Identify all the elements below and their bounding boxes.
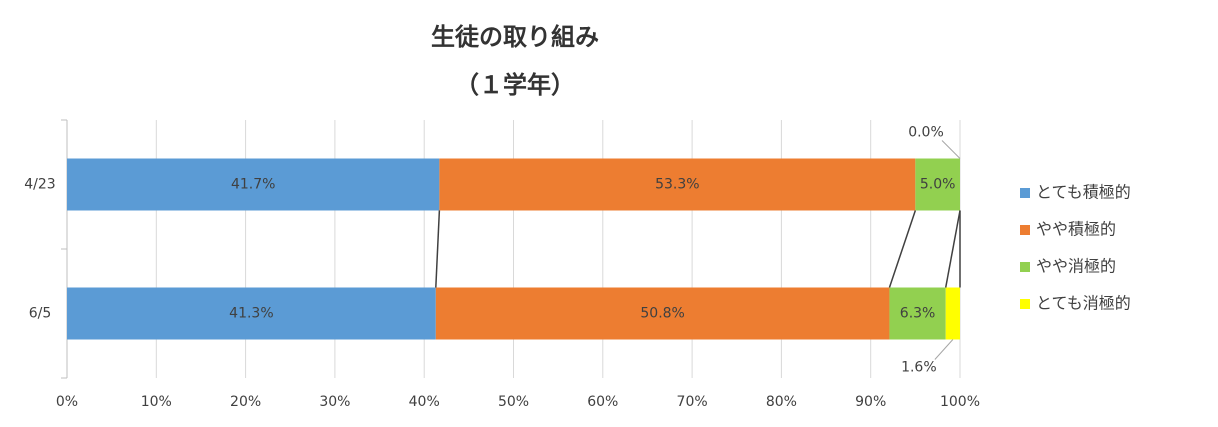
value-label: 0.0% (908, 125, 944, 141)
x-tick-label: 60% (587, 394, 618, 410)
x-tick-label: 30% (319, 394, 350, 410)
bar-segment (435, 287, 890, 340)
x-tick-label: 80% (766, 394, 797, 410)
value-label: 41.7% (231, 177, 275, 193)
bar-segment (889, 287, 946, 340)
series-line (944, 210, 961, 288)
value-label: 53.3% (655, 177, 699, 193)
value-label: 41.3% (229, 306, 273, 322)
series-line (435, 210, 441, 288)
legend-label: とても消極的 (1036, 294, 1131, 313)
legend-swatch (1020, 262, 1030, 272)
x-tick-label: 50% (498, 394, 529, 410)
x-tick-label: 40% (409, 394, 440, 410)
x-tick-label: 70% (677, 394, 708, 410)
legend-label: やや消極的 (1036, 257, 1116, 276)
legend-swatch (1020, 225, 1030, 235)
x-tick-label: 100% (940, 394, 980, 410)
x-tick-label: 90% (855, 394, 886, 410)
y-tick-label: 6/5 (29, 306, 52, 322)
bar-segment (915, 158, 960, 211)
legend-swatch (1020, 299, 1030, 309)
value-label: 5.0% (920, 177, 956, 193)
leader-line (934, 339, 954, 360)
x-tick-label: 10% (141, 394, 172, 410)
value-label: 50.8% (640, 306, 684, 322)
x-tick-label: 0% (56, 394, 78, 410)
y-tick-label: 4/23 (24, 177, 55, 193)
legend-swatch (1020, 188, 1030, 198)
bar-segment (945, 287, 960, 340)
bar-segment (439, 158, 916, 211)
chart-title: 生徒の取り組み (431, 23, 599, 51)
bar-segment (67, 287, 436, 340)
series-line (888, 210, 917, 288)
x-tick-label: 20% (230, 394, 261, 410)
chart-subtitle: （１学年） (455, 71, 575, 99)
leader-line (941, 140, 961, 159)
legend-label: とても積極的 (1036, 183, 1131, 202)
legend-label: やや積極的 (1036, 220, 1116, 239)
bar-segment (67, 158, 440, 211)
value-label: 6.3% (900, 306, 936, 322)
value-label: 1.6% (901, 360, 937, 376)
